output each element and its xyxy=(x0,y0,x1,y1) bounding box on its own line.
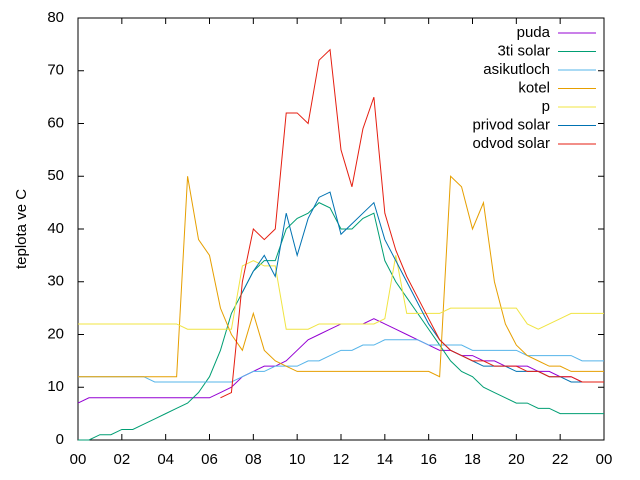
x-tick-label: 22 xyxy=(552,451,569,468)
legend-label: p xyxy=(542,98,550,115)
x-tick-label: 18 xyxy=(464,451,481,468)
x-tick-label: 16 xyxy=(420,451,437,468)
y-tick-label: 20 xyxy=(47,325,64,342)
x-tick-label: 06 xyxy=(201,451,218,468)
y-tick-label: 80 xyxy=(47,9,64,26)
series-line xyxy=(78,255,604,330)
legend-label: puda xyxy=(517,24,551,41)
x-tick-label: 12 xyxy=(333,451,350,468)
y-tick-label: 50 xyxy=(47,167,64,184)
series-line xyxy=(78,175,604,378)
y-tick-label: 70 xyxy=(47,62,64,79)
series-line xyxy=(220,48,604,399)
y-tick-label: 10 xyxy=(47,378,64,395)
series-line xyxy=(78,339,604,383)
legend-label: asikutloch xyxy=(483,61,550,78)
y-tick-label: 0 xyxy=(56,431,64,448)
x-tick-label: 10 xyxy=(289,451,306,468)
y-axis-label: teplota ve C xyxy=(13,189,30,269)
series-line xyxy=(241,191,604,383)
legend-label: privod solar xyxy=(472,116,550,133)
y-tick-label: 40 xyxy=(47,220,64,237)
y-tick-label: 30 xyxy=(47,273,64,290)
x-tick-label: 14 xyxy=(376,451,393,468)
x-tick-label: 04 xyxy=(157,451,174,468)
x-tick-label: 08 xyxy=(245,451,262,468)
y-tick-label: 60 xyxy=(47,114,64,131)
series-line xyxy=(78,202,604,441)
legend-label: odvod solar xyxy=(472,135,550,152)
x-tick-label: 00 xyxy=(596,451,613,468)
x-tick-label: 02 xyxy=(113,451,130,468)
x-tick-label: 00 xyxy=(70,451,87,468)
legend-label: 3ti solar xyxy=(497,42,550,59)
series-line xyxy=(77,318,604,404)
x-tick-label: 20 xyxy=(508,451,525,468)
legend-label: kotel xyxy=(518,79,550,96)
